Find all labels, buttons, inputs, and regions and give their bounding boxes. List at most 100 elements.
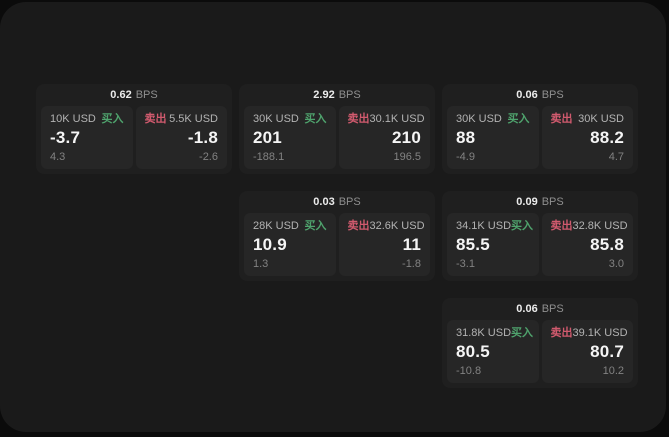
buy-amount: 31.8K USD bbox=[456, 327, 512, 339]
bps-value: 2.92 bbox=[313, 88, 335, 101]
quote-card: 0.03 BPS 28K USD 买入 10.9 1.3 卖出 32.6K US… bbox=[239, 191, 435, 281]
bps-value: 0.62 bbox=[110, 88, 132, 101]
buy-side-label: 买入 bbox=[511, 327, 534, 339]
sell-side-label: 卖出 bbox=[550, 327, 573, 339]
buy-panel[interactable]: 34.1K USD 买入 85.5 -3.1 bbox=[447, 213, 539, 276]
quote-panels: 34.1K USD 买入 85.5 -3.1 卖出 32.8K USD 85.8… bbox=[447, 213, 633, 276]
card-header: 0.06 BPS bbox=[447, 84, 633, 106]
sell-side-label: 卖出 bbox=[550, 220, 573, 232]
buy-panel-top: 31.8K USD 买入 bbox=[456, 327, 534, 339]
sell-side-label: 卖出 bbox=[347, 220, 370, 232]
bps-value: 0.09 bbox=[516, 195, 538, 208]
sell-amount: 32.6K USD bbox=[369, 220, 425, 232]
quote-panels: 10K USD 买入 -3.7 4.3 卖出 5.5K USD -1.8 -2.… bbox=[41, 106, 227, 169]
buy-side-label: 买入 bbox=[101, 113, 124, 125]
buy-panel[interactable]: 30K USD 买入 88 -4.9 bbox=[447, 106, 539, 169]
sell-amount: 32.8K USD bbox=[572, 220, 628, 232]
sell-panel[interactable]: 卖出 30K USD 88.2 4.7 bbox=[541, 106, 633, 169]
card-header: 2.92 BPS bbox=[244, 84, 430, 106]
quote-panels: 30K USD 买入 201 -188.1 卖出 30.1K USD 210 1… bbox=[244, 106, 430, 169]
sell-panel-top: 卖出 30K USD bbox=[551, 113, 625, 125]
sell-price: 11 bbox=[402, 235, 421, 254]
buy-amount: 30K USD bbox=[253, 113, 299, 125]
sell-amount: 30.1K USD bbox=[369, 113, 425, 125]
sell-amount: 39.1K USD bbox=[572, 327, 628, 339]
buy-panel-top: 28K USD 买入 bbox=[253, 220, 327, 232]
sell-amount: 30K USD bbox=[578, 113, 624, 125]
sell-panel-top: 卖出 39.1K USD bbox=[550, 327, 628, 339]
buy-delta: -3.1 bbox=[456, 258, 475, 270]
sell-delta: 4.7 bbox=[608, 151, 624, 163]
bps-unit-label: BPS bbox=[338, 88, 361, 101]
buy-amount: 10K USD bbox=[50, 113, 96, 125]
bps-unit-label: BPS bbox=[541, 88, 564, 101]
sell-panel[interactable]: 卖出 5.5K USD -1.8 -2.6 bbox=[135, 106, 227, 169]
buy-amount: 34.1K USD bbox=[456, 220, 512, 232]
sell-delta: -1.8 bbox=[402, 258, 421, 270]
buy-delta: 4.3 bbox=[50, 151, 66, 163]
buy-panel[interactable]: 28K USD 买入 10.9 1.3 bbox=[244, 213, 336, 276]
quote-card: 0.62 BPS 10K USD 买入 -3.7 4.3 卖出 5.5K USD… bbox=[36, 84, 232, 174]
sell-panel-top: 卖出 32.6K USD bbox=[347, 220, 425, 232]
buy-price: 10.9 bbox=[253, 235, 287, 254]
quote-card: 2.92 BPS 30K USD 买入 201 -188.1 卖出 30.1K … bbox=[239, 84, 435, 174]
buy-panel-top: 30K USD 买入 bbox=[456, 113, 530, 125]
quote-card: 0.09 BPS 34.1K USD 买入 85.5 -3.1 卖出 32.8K… bbox=[442, 191, 638, 281]
buy-side-label: 买入 bbox=[304, 113, 327, 125]
buy-side-label: 买入 bbox=[304, 220, 327, 232]
sell-amount: 5.5K USD bbox=[169, 113, 218, 125]
quote-panels: 28K USD 买入 10.9 1.3 卖出 32.6K USD 11 -1.8 bbox=[244, 213, 430, 276]
sell-price: 210 bbox=[392, 128, 421, 147]
sell-price: -1.8 bbox=[187, 128, 218, 147]
sell-side-label: 卖出 bbox=[347, 113, 370, 125]
buy-panel-top: 34.1K USD 买入 bbox=[456, 220, 534, 232]
sell-price: 80.7 bbox=[590, 342, 624, 361]
buy-delta: -188.1 bbox=[253, 151, 285, 163]
buy-price: 85.5 bbox=[456, 235, 490, 254]
sell-delta: 196.5 bbox=[393, 151, 421, 163]
buy-price: 80.5 bbox=[456, 342, 490, 361]
buy-panel-top: 30K USD 买入 bbox=[253, 113, 327, 125]
sell-panel[interactable]: 卖出 30.1K USD 210 196.5 bbox=[338, 106, 430, 169]
bps-value: 0.06 bbox=[516, 302, 538, 315]
sell-side-label: 卖出 bbox=[144, 113, 167, 125]
quote-panels: 30K USD 买入 88 -4.9 卖出 30K USD 88.2 4.7 bbox=[447, 106, 633, 169]
buy-panel-top: 10K USD 买入 bbox=[50, 113, 124, 125]
sell-panel[interactable]: 卖出 32.6K USD 11 -1.8 bbox=[338, 213, 430, 276]
buy-delta: -4.9 bbox=[456, 151, 475, 163]
buy-delta: 1.3 bbox=[253, 258, 269, 270]
sell-price: 88.2 bbox=[590, 128, 624, 147]
buy-amount: 30K USD bbox=[456, 113, 502, 125]
card-header: 0.03 BPS bbox=[244, 191, 430, 213]
sell-price: 85.8 bbox=[590, 235, 624, 254]
bps-value: 0.06 bbox=[516, 88, 538, 101]
buy-panel[interactable]: 30K USD 买入 201 -188.1 bbox=[244, 106, 336, 169]
sell-panel[interactable]: 卖出 39.1K USD 80.7 10.2 bbox=[541, 320, 633, 383]
buy-side-label: 买入 bbox=[507, 113, 530, 125]
sell-panel-top: 卖出 32.8K USD bbox=[550, 220, 628, 232]
buy-amount: 28K USD bbox=[253, 220, 299, 232]
card-header: 0.06 BPS bbox=[447, 298, 633, 320]
buy-side-label: 买入 bbox=[511, 220, 534, 232]
sell-delta: 3.0 bbox=[608, 258, 624, 270]
sell-side-label: 卖出 bbox=[550, 113, 573, 125]
bps-unit-label: BPS bbox=[541, 195, 564, 208]
quote-grid: 0.62 BPS 10K USD 买入 -3.7 4.3 卖出 5.5K USD… bbox=[36, 84, 638, 388]
bps-unit-label: BPS bbox=[135, 88, 158, 101]
buy-price: 201 bbox=[253, 128, 282, 147]
bps-value: 0.03 bbox=[313, 195, 335, 208]
sell-delta: 10.2 bbox=[602, 365, 624, 377]
buy-panel[interactable]: 31.8K USD 买入 80.5 -10.8 bbox=[447, 320, 539, 383]
sell-panel[interactable]: 卖出 32.8K USD 85.8 3.0 bbox=[541, 213, 633, 276]
sell-panel-top: 卖出 30.1K USD bbox=[347, 113, 425, 125]
sell-delta: -2.6 bbox=[199, 151, 218, 163]
bps-unit-label: BPS bbox=[541, 302, 564, 315]
buy-price: -3.7 bbox=[50, 128, 81, 147]
buy-panel[interactable]: 10K USD 买入 -3.7 4.3 bbox=[41, 106, 133, 169]
quote-card: 0.06 BPS 31.8K USD 买入 80.5 -10.8 卖出 39.1… bbox=[442, 298, 638, 388]
bps-unit-label: BPS bbox=[338, 195, 361, 208]
sell-panel-top: 卖出 5.5K USD bbox=[145, 113, 219, 125]
quote-panels: 31.8K USD 买入 80.5 -10.8 卖出 39.1K USD 80.… bbox=[447, 320, 633, 383]
buy-price: 88 bbox=[456, 128, 476, 147]
page-background: 0.62 BPS 10K USD 买入 -3.7 4.3 卖出 5.5K USD… bbox=[0, 2, 666, 432]
